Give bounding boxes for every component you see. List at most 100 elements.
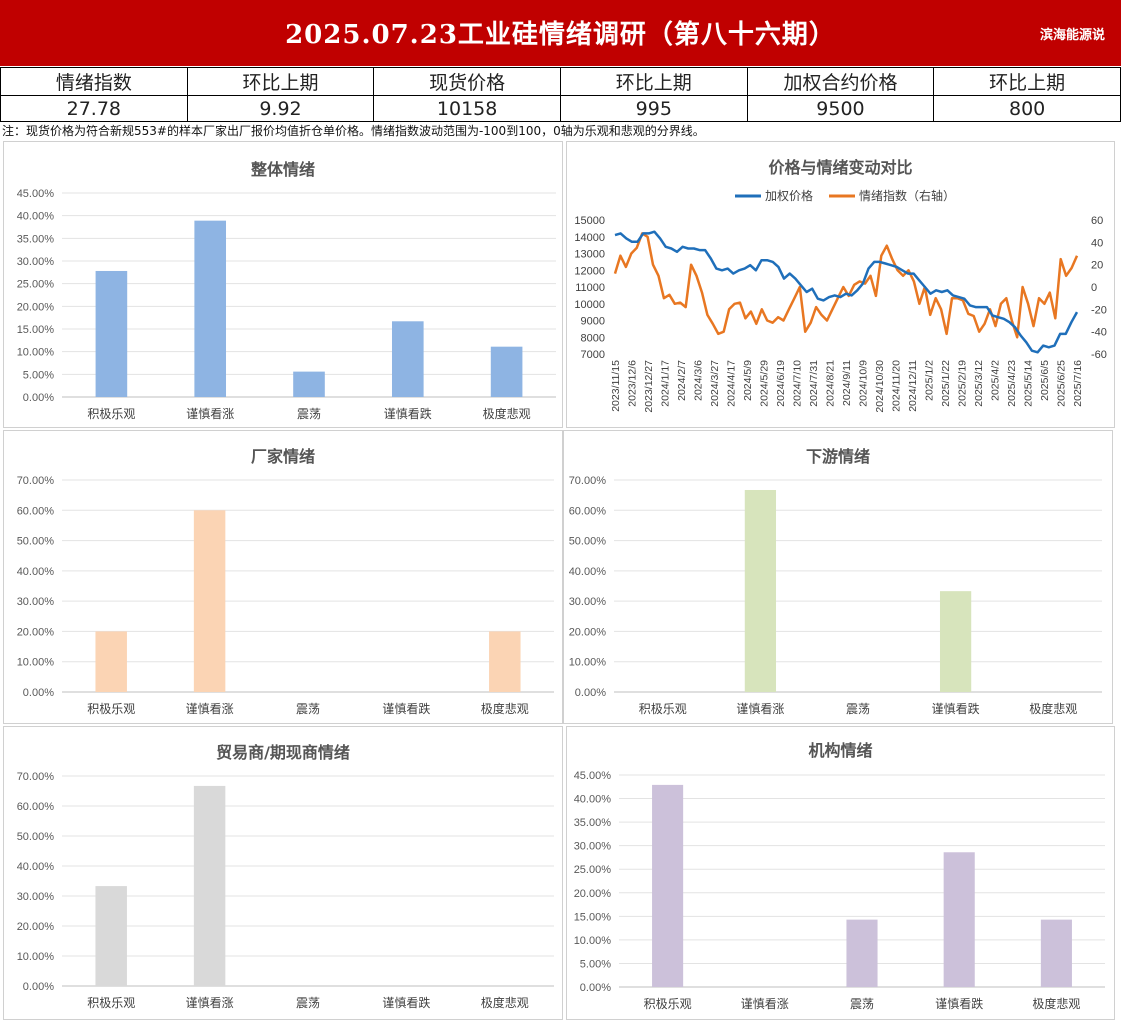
x-tick-label: 2024/3/6	[693, 360, 705, 401]
y-left-tick-label: 14000	[574, 232, 605, 244]
producer-sentiment-chart: 厂家情绪 0.00% 10.00% 20.00% 30.00% 40.00% 50.00%…	[3, 430, 563, 724]
bar	[193, 785, 226, 986]
chart-title: 价格与情绪变动对比	[768, 158, 913, 177]
y-tick-label: 30.00%	[574, 841, 612, 853]
x-tick-label: 2025/3/12	[973, 360, 985, 407]
summary-table: 情绪指数 环比上期 现货价格 环比上期 加权合约价格 环比上期 27.78 9.…	[0, 67, 1121, 122]
summary-value: 10158	[373, 95, 561, 122]
downstream-sentiment-chart: 下游情绪 0.00% 10.00% 20.00% 30.00% 40.00% 50.00%…	[563, 430, 1113, 724]
x-tick-label: 2024/10/30	[874, 360, 886, 413]
chart-canvas: 0.00% 10.00% 20.00% 30.00% 40.00% 50.00% 60.00…	[569, 475, 1102, 716]
bar	[652, 784, 684, 987]
x-tick-label: 2025/4/2	[990, 360, 1002, 401]
chart-canvas: 0.00% 10.00% 20.00% 30.00% 40.00% 50.00% 60.00…	[17, 475, 554, 716]
y-tick-label: 10.00%	[17, 657, 55, 669]
x-tick-label: 谨慎看涨	[736, 701, 784, 716]
y-right-tick-label: 0	[1091, 282, 1097, 294]
chart-canvas: 0.00% 5.00% 10.00% 15.00% 20.00% 25.00% 30.00%…	[17, 188, 556, 421]
y-tick-label: 50.00%	[17, 831, 55, 843]
x-tick-label: 2025/2/19	[957, 360, 969, 407]
summary-header: 情绪指数	[0, 67, 188, 96]
y-tick-label: 35.00%	[574, 817, 612, 829]
x-tick-label: 谨慎看跌	[382, 701, 430, 716]
x-tick-label: 2024/5/9	[742, 360, 754, 401]
y-tick-label: 35.00%	[17, 233, 55, 245]
price-line	[614, 230, 1079, 354]
y-left-tick-label: 9000	[581, 316, 605, 328]
y-tick-label: 40.00%	[569, 566, 607, 578]
y-tick-label: 10.00%	[569, 657, 607, 669]
bar	[489, 631, 521, 692]
y-tick-label: 60.00%	[17, 505, 55, 517]
y-tick-label: 10.00%	[17, 951, 55, 963]
x-tick-label: 2024/4/17	[726, 360, 738, 407]
y-tick-label: 25.00%	[17, 279, 55, 291]
trader-sentiment-chart: 贸易商/期现商情绪 0.00% 10.00% 20.00% 30.00% 40.00% 5…	[3, 726, 563, 1020]
x-tick-label: 2024/1/17	[660, 360, 672, 407]
y-tick-label: 30.00%	[17, 596, 55, 608]
y-tick-label: 0.00%	[580, 982, 611, 994]
x-tick-label: 2025/1/2	[924, 360, 936, 401]
y-tick-label: 10.00%	[17, 347, 55, 359]
y-tick-label: 25.00%	[574, 864, 612, 876]
x-tick-label: 积极乐观	[87, 702, 135, 716]
y-tick-label: 20.00%	[574, 888, 612, 900]
summary-value: 995	[559, 95, 748, 122]
summary-header: 现货价格	[373, 67, 561, 96]
bar	[846, 919, 878, 987]
y-tick-label: 60.00%	[569, 505, 607, 517]
bar	[943, 852, 975, 987]
x-tick-label: 2024/7/10	[792, 360, 804, 407]
x-tick-label: 2025/4/23	[1006, 360, 1018, 407]
price-sentiment-chart: 价格与情绪变动对比 加权价格 情绪指数（右轴） 7000 8000 9000 10000 1…	[566, 141, 1115, 428]
bar	[744, 489, 777, 692]
summary-value: 800	[933, 95, 1121, 122]
y-left-tick-label: 12000	[574, 265, 605, 277]
y-tick-label: 20.00%	[569, 626, 607, 638]
chart-canvas: 0.00% 5.00% 10.00% 15.00% 20.00% 25.00% 30.00%…	[574, 770, 1105, 1011]
y-tick-label: 70.00%	[17, 475, 55, 487]
institution-sentiment-chart: 机构情绪 0.00% 5.00% 10.00% 15.00% 20.00% 25.00% 3…	[566, 726, 1115, 1020]
chart-title: 整体情绪	[250, 160, 315, 179]
y-tick-label: 15.00%	[574, 911, 612, 923]
bar	[194, 220, 227, 397]
chart-canvas: 0.00% 10.00% 20.00% 30.00% 40.00% 50.00% 60.00…	[17, 771, 554, 1010]
y-left-tick-label: 7000	[581, 349, 605, 361]
x-tick-label: 2024/2/7	[676, 360, 688, 401]
y-tick-label: 0.00%	[575, 687, 606, 699]
x-tick-label: 谨慎看涨	[186, 995, 234, 1010]
x-tick-label: 2025/6/5	[1039, 360, 1051, 401]
x-tick-label: 震荡	[297, 407, 321, 421]
summary-value: 9500	[746, 95, 935, 122]
summary-header: 环比上期	[559, 67, 748, 96]
x-tick-label: 2023/12/27	[643, 360, 655, 413]
y-tick-label: 0.00%	[23, 687, 54, 699]
x-tick-label: 震荡	[846, 702, 870, 716]
summary-header: 环比上期	[186, 67, 375, 96]
x-tick-label: 2025/1/22	[940, 360, 952, 407]
x-tick-label: 谨慎看跌	[382, 995, 430, 1010]
y-tick-label: 45.00%	[574, 770, 612, 782]
footnote: 注：现货价格为符合新规553#的样本厂家出厂报价均值折仓单价格。情绪指数波动范围…	[2, 124, 705, 138]
y-right-tick-label: 60	[1091, 215, 1103, 227]
x-tick-label: 极度悲观	[481, 701, 529, 716]
chart-title: 机构情绪	[808, 741, 873, 760]
x-tick-label: 谨慎看跌	[932, 701, 980, 716]
y-tick-label: 70.00%	[17, 771, 55, 783]
y-tick-label: 40.00%	[17, 211, 55, 223]
y-tick-label: 10.00%	[574, 935, 612, 947]
y-tick-label: 0.00%	[23, 981, 54, 993]
title-banner: 2025.07.23工业硅情绪调研（第八十六期） 滨海能源说	[0, 0, 1121, 66]
x-tick-label: 震荡	[296, 702, 320, 716]
y-tick-label: 40.00%	[17, 861, 55, 873]
bar	[95, 270, 128, 397]
x-tick-label: 2025/5/14	[1023, 360, 1035, 407]
x-tick-label: 2024/5/29	[759, 360, 771, 407]
y-tick-label: 0.00%	[23, 392, 54, 404]
y-tick-label: 40.00%	[17, 566, 55, 578]
y-right-tick-label: 40	[1091, 237, 1103, 249]
x-tick-label: 2024/12/11	[907, 360, 919, 412]
y-right-tick-label: 20	[1091, 260, 1103, 272]
bar	[490, 346, 523, 397]
x-tick-label: 极度悲观	[1032, 996, 1080, 1011]
